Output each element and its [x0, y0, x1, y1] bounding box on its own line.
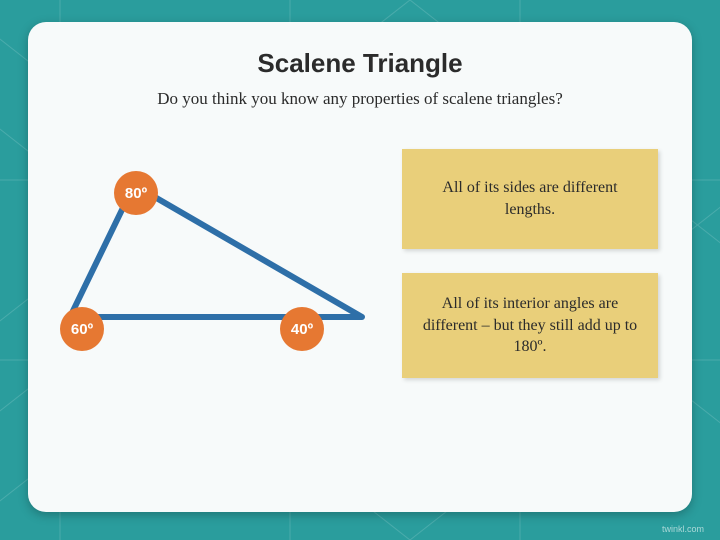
page-subtitle: Do you think you know any properties of … — [62, 89, 658, 109]
angle-badge-right: 40º — [280, 307, 324, 351]
triangle-shape — [62, 177, 372, 327]
fact-box-angles: All of its interior angles are different… — [402, 273, 658, 378]
content-card: Scalene Triangle Do you think you know a… — [28, 22, 692, 512]
fact-box-sides: All of its sides are different lengths. — [402, 149, 658, 249]
angle-badge-top: 80º — [114, 171, 158, 215]
facts-column: All of its sides are different lengths. … — [402, 149, 658, 378]
page-title: Scalene Triangle — [62, 48, 658, 79]
content-row: 80º 60º 40º All of its sides are differe… — [62, 149, 658, 378]
triangle-diagram: 80º 60º 40º — [62, 149, 372, 359]
angle-badge-left: 60º — [60, 307, 104, 351]
footer-credit: twinkl.com — [662, 524, 704, 534]
